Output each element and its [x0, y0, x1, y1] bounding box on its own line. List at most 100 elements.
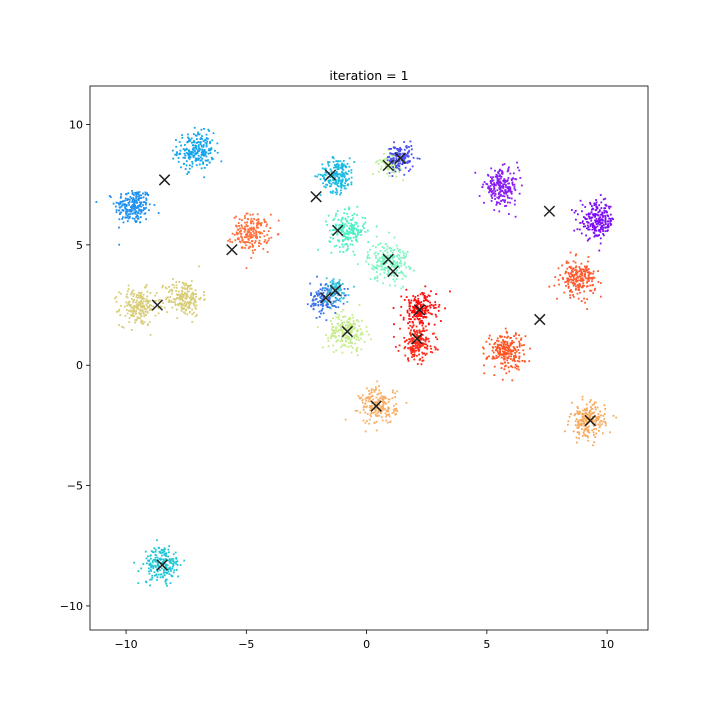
centroid-x-marker [319, 292, 332, 304]
data-point [474, 171, 477, 174]
data-point [339, 288, 342, 291]
data-point [139, 303, 142, 305]
data-point [186, 301, 189, 303]
data-point [171, 288, 174, 291]
data-point [577, 421, 580, 423]
data-point [359, 411, 362, 414]
data-point [246, 232, 249, 235]
data-point [137, 582, 140, 584]
data-point [411, 311, 414, 314]
data-point [325, 334, 327, 336]
data-point [598, 421, 601, 424]
data-point [576, 407, 579, 410]
data-point [497, 352, 500, 355]
data-point [435, 336, 437, 339]
data-point [178, 280, 181, 283]
data-point [171, 290, 174, 292]
data-point [383, 247, 385, 249]
data-point [255, 233, 258, 236]
data-point [390, 147, 393, 150]
data-point [194, 145, 197, 148]
data-point [498, 170, 501, 173]
data-point [137, 217, 140, 220]
data-point [367, 397, 369, 400]
data-point [201, 150, 204, 153]
data-point [388, 231, 391, 234]
data-point [160, 573, 163, 576]
data-point [375, 235, 378, 238]
data-point [356, 240, 359, 243]
data-point [180, 303, 182, 306]
data-point [599, 242, 602, 245]
data-point [592, 444, 594, 447]
data-point [500, 356, 503, 359]
data-point [416, 342, 419, 345]
data-point [566, 423, 569, 426]
data-point [413, 358, 416, 361]
data-point [497, 340, 500, 343]
data-point [327, 164, 330, 167]
data-point [149, 584, 151, 587]
data-point [337, 330, 340, 333]
data-point [384, 158, 387, 161]
data-point [490, 195, 493, 197]
data-point [568, 275, 571, 277]
data-point [329, 179, 332, 182]
data-point [191, 148, 194, 151]
data-point [324, 283, 327, 286]
data-point [252, 213, 254, 216]
data-point [415, 340, 417, 343]
data-point [141, 296, 144, 298]
data-point [348, 157, 351, 160]
data-point [196, 314, 198, 316]
data-point [388, 147, 391, 150]
data-point [381, 256, 383, 258]
data-point [410, 318, 412, 321]
data-point [130, 329, 133, 331]
data-point [395, 166, 397, 169]
data-point [155, 573, 158, 576]
data-point [397, 153, 399, 156]
data-point [139, 212, 142, 215]
data-point [335, 282, 337, 285]
data-point [265, 225, 268, 228]
data-point [188, 307, 191, 310]
data-point [403, 173, 406, 176]
data-point [342, 308, 345, 311]
data-point [314, 295, 316, 297]
data-point [359, 231, 362, 233]
data-point [599, 216, 602, 219]
data-point [572, 267, 575, 270]
data-point [328, 289, 331, 292]
data-point [146, 295, 149, 298]
data-point [421, 334, 424, 336]
data-point [362, 409, 365, 411]
data-point [309, 282, 312, 285]
data-point [331, 281, 334, 284]
data-point [423, 343, 426, 346]
data-point [418, 322, 421, 325]
data-point [154, 564, 156, 567]
data-point [607, 220, 610, 223]
data-point [123, 305, 126, 308]
data-point [506, 191, 509, 193]
data-point [584, 434, 587, 437]
data-point [569, 290, 572, 293]
data-point [346, 229, 348, 232]
data-point [498, 184, 501, 187]
data-point [424, 325, 427, 328]
x-tick-label: 5 [483, 638, 490, 651]
data-point [317, 248, 319, 251]
data-point [346, 247, 349, 250]
data-point [348, 226, 350, 229]
data-point [585, 412, 588, 415]
data-point [387, 406, 390, 409]
data-point [139, 204, 141, 206]
data-point [143, 306, 145, 308]
data-point [154, 548, 157, 551]
data-point [418, 311, 420, 314]
data-point [593, 401, 596, 404]
data-point [364, 430, 367, 433]
data-point [108, 195, 111, 197]
data-point [503, 353, 506, 356]
